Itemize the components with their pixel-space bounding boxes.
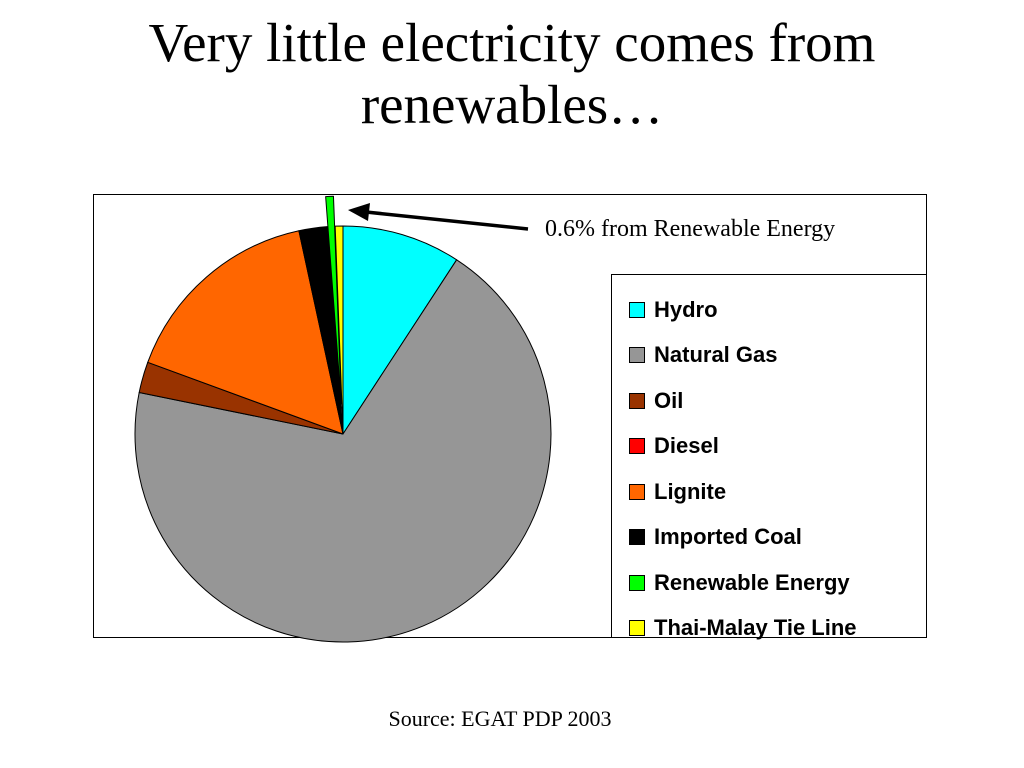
legend-swatch-hydro	[629, 301, 645, 318]
legend-item-thai-malay-tie-line: Thai-Malay Tie Line	[612, 606, 926, 652]
legend-swatch-oil	[629, 392, 645, 409]
source-note: Source: EGAT PDP 2003	[388, 706, 612, 731]
legend-swatch-renewable-energy	[629, 574, 645, 591]
legend-swatch-diesel	[629, 438, 645, 455]
legend-item-hydro: Hydro	[612, 287, 926, 333]
legend-swatch-imported-coal	[629, 529, 645, 546]
legend-label-imported-coal: Imported Coal	[654, 524, 802, 550]
legend-swatch-natural-gas	[629, 347, 645, 364]
slide-title: Very little electricity comes from renew…	[0, 12, 1024, 136]
title-line-2: renewables…	[360, 74, 664, 135]
legend-label-oil: Oil	[654, 387, 684, 413]
legend-label-renewable-energy: Renewable Energy	[654, 569, 850, 595]
legend-item-imported-coal: Imported Coal	[612, 515, 926, 561]
legend-swatch-lignite	[629, 483, 645, 500]
legend-swatch-thai-malay-tie-line	[629, 620, 645, 637]
annotation-arrow-head	[348, 203, 370, 221]
pie-slice-renewable-energy	[325, 195, 342, 405]
title-line-1: Very little electricity comes from	[148, 12, 876, 73]
legend-label-hydro: Hydro	[654, 296, 718, 322]
legend-label-natural-gas: Natural Gas	[654, 342, 778, 368]
pie-slice-hydro	[342, 225, 458, 435]
renewable-annotation: 0.6% from Renewable Energy	[545, 216, 836, 242]
annotation-arrow	[348, 203, 529, 231]
pie-slice-lignite	[147, 230, 344, 435]
legend-label-lignite: Lignite	[654, 478, 727, 504]
legend-label-thai-malay-tie-line: Thai-Malay Tie Line	[654, 615, 857, 641]
legend-item-lignite: Lignite	[612, 469, 926, 515]
legend-item-diesel: Diesel	[612, 424, 926, 470]
annotation-arrow-line	[365, 210, 529, 231]
pie-slice-natural-gas	[134, 259, 552, 643]
legend-label-diesel: Diesel	[654, 433, 719, 459]
pie-slice-thai-malay-tie-line	[334, 225, 344, 435]
legend-item-oil: Oil	[612, 378, 926, 424]
chart-legend: Hydro Natural Gas Oil Diesel Lignite Imported…	[611, 274, 927, 640]
legend-item-natural-gas: Natural Gas	[612, 333, 926, 379]
pie-slice-imported-coal	[298, 226, 344, 435]
legend-item-renewable-energy: Renewable Energy	[612, 560, 926, 606]
